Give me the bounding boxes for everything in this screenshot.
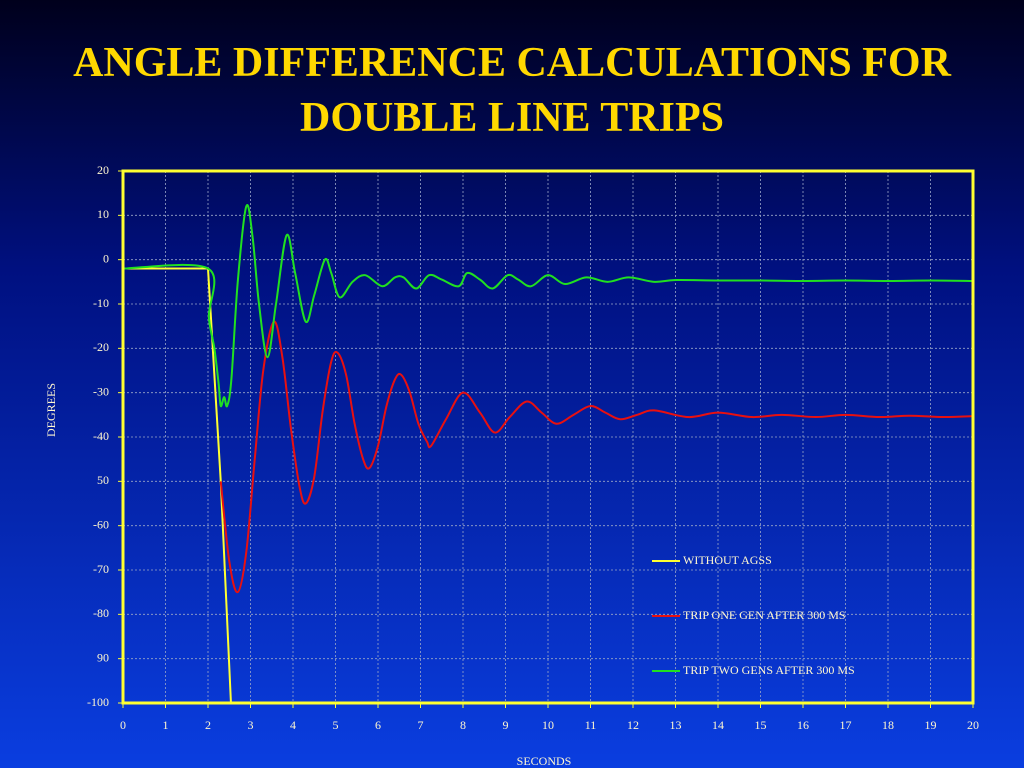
x-tick-label: 3	[248, 718, 254, 732]
x-tick-label: 18	[882, 718, 894, 732]
y-tick-label: 50	[97, 473, 109, 487]
y-tick-label: -100	[87, 695, 109, 709]
x-tick-label: 4	[290, 718, 296, 732]
y-tick-label: -10	[93, 296, 109, 310]
y-tick-label: 0	[103, 251, 109, 265]
legend-label: TRIP ONE GEN AFTER 300 MS	[683, 608, 846, 622]
series-line	[123, 267, 232, 704]
x-tick-label: 14	[712, 718, 724, 732]
x-tick-label: 15	[755, 718, 767, 732]
series-line	[122, 204, 974, 408]
y-tick-label: -40	[93, 429, 109, 443]
plot-border	[121, 169, 975, 705]
legend-label: WITHOUT AGSS	[683, 553, 772, 567]
x-tick-label: 16	[797, 718, 809, 732]
x-tick-label: 19	[925, 718, 937, 732]
y-tick-label: -70	[93, 562, 109, 576]
x-tick-label: 2	[205, 718, 211, 732]
x-axis-label: SECONDS	[517, 754, 572, 768]
y-tick-label: -20	[93, 340, 109, 354]
y-tick-label: 90	[97, 650, 109, 664]
x-tick-label: 5	[333, 718, 339, 732]
x-tick-label: 20	[967, 718, 979, 732]
y-tick-label: -30	[93, 384, 109, 398]
x-tick-label: 0	[120, 718, 126, 732]
x-tick-label: 6	[375, 718, 381, 732]
x-tick-label: 7	[418, 718, 424, 732]
x-tick-label: 17	[840, 718, 852, 732]
y-tick-label: 10	[97, 207, 109, 221]
x-tick-label: 11	[585, 718, 597, 732]
y-axis-label: DEGREES	[44, 383, 58, 437]
y-tick-label: -60	[93, 517, 109, 531]
series-line	[219, 320, 974, 594]
x-tick-label: 12	[627, 718, 639, 732]
x-tick-label: 13	[670, 718, 682, 732]
x-tick-label: 9	[503, 718, 509, 732]
y-tick-label: 20	[97, 163, 109, 177]
y-tick-label: -80	[93, 606, 109, 620]
legend-label: TRIP TWO GENS AFTER 300 MS	[683, 663, 855, 677]
x-tick-label: 1	[163, 718, 169, 732]
x-tick-label: 10	[542, 718, 554, 732]
x-tick-label: 8	[460, 718, 466, 732]
chart-title: ANGLE DIFFERENCE CALCULATIONS FOR DOUBLE…	[73, 40, 951, 141]
